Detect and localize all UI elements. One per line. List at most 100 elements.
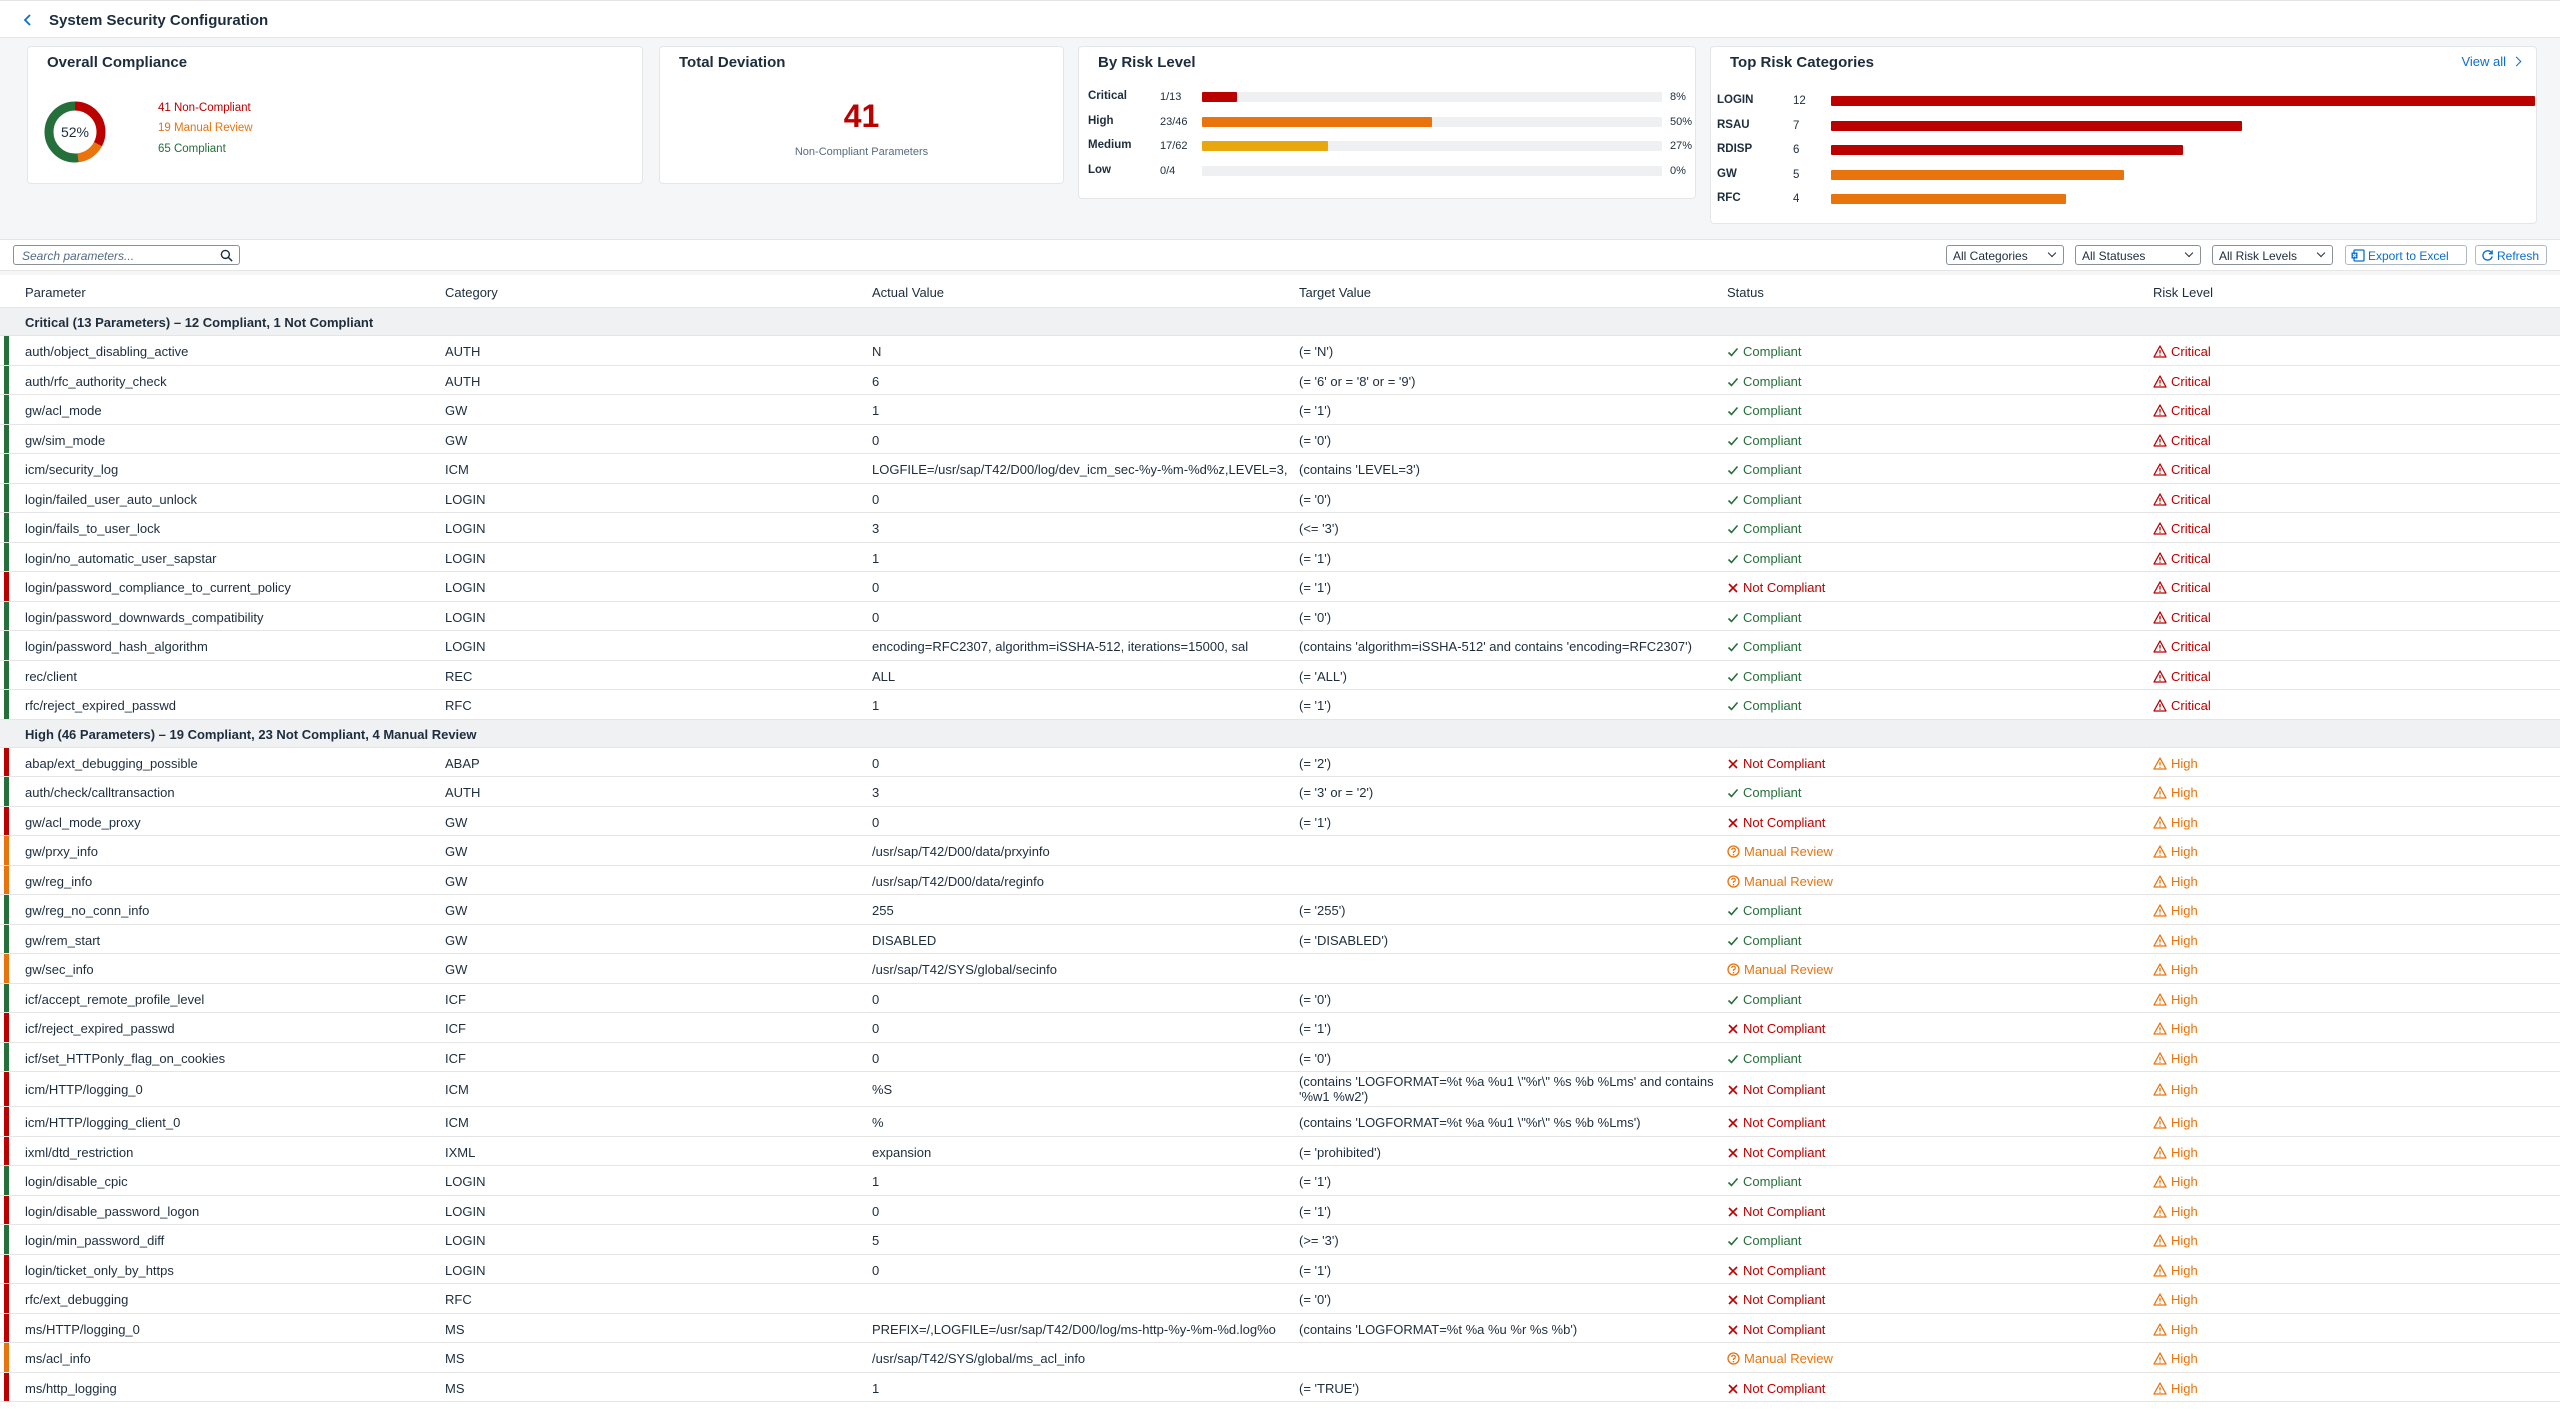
table-row[interactable]: icf/accept_remote_profile_level ICF 0 (= '0…	[0, 983, 2560, 1013]
actual-value: 0	[872, 991, 880, 1007]
table-row[interactable]: login/password_compliance_to_current_pol…	[0, 572, 2560, 602]
table-row[interactable]: ms/acl_info MS/usr/sap/T42/SYS/global/ms_…	[0, 1343, 2560, 1373]
parameter-name: login/password_compliance_to_current_pol…	[25, 580, 291, 595]
top-risk-categories-card: Top Risk Categories View all LOGIN 12 RSAU…	[1710, 46, 2537, 224]
group-header-high[interactable]: High (46 Parameters) – 19 Compliant, 23 …	[0, 719, 2560, 748]
checkmark-icon	[1727, 436, 1739, 446]
risk-cell: High	[2153, 1051, 2198, 1066]
refresh-button[interactable]: Refresh	[2475, 245, 2547, 265]
export-excel-button[interactable]: Export to Excel	[2345, 245, 2467, 265]
column-header-parameter[interactable]: Parameter	[25, 285, 86, 300]
status-indicator-bar	[4, 806, 9, 835]
search-icon[interactable]	[220, 249, 233, 262]
column-header-actual-value[interactable]: Actual Value	[872, 285, 945, 300]
category-bar	[1831, 96, 2535, 106]
category-row-login[interactable]: LOGIN 12	[1717, 94, 2537, 108]
column-header-category[interactable]: Category	[445, 285, 498, 300]
category-row-rsau[interactable]: RSAU 7	[1717, 119, 2537, 133]
table-row[interactable]: auth/check/calltransaction AUTH 3 (= '3' or…	[0, 777, 2560, 807]
table-row[interactable]: gw/acl_mode_proxy GW 0 (= '1') Not Compliant…	[0, 806, 2560, 836]
table-row[interactable]: rec/client REC ALL (= 'ALL') Compliant Critic…	[0, 660, 2560, 690]
deviation-value: 41	[843, 98, 880, 134]
table-row[interactable]: gw/sec_info GW/usr/sap/T42/SYS/global/sec…	[0, 954, 2560, 984]
checkmark-icon	[1727, 672, 1739, 682]
table-row[interactable]: auth/rfc_authority_check AUTH 6 (= '6' or =…	[0, 365, 2560, 395]
chevron-down-icon	[2047, 248, 2057, 258]
category-select[interactable]: All Categories	[1946, 245, 2064, 265]
risk-level-select[interactable]: All Risk Levels	[2212, 245, 2333, 265]
target-value: (= '1')	[1299, 1021, 1332, 1036]
parameter-category: LOGIN	[445, 1233, 486, 1248]
table-row[interactable]: gw/acl_mode GW 1 (= '1') Compliant Critical	[0, 395, 2560, 425]
table-row[interactable]: login/disable_password_logon LOGIN 0 (= '1'…	[0, 1195, 2560, 1225]
search-input[interactable]	[20, 248, 219, 264]
status-text: Compliant	[1743, 991, 1802, 1007]
parameter-category: MS	[445, 1321, 465, 1337]
group-header-critical[interactable]: Critical (13 Parameters) – 12 Compliant,…	[0, 308, 2560, 336]
risk-cell: High	[2153, 1082, 2198, 1097]
parameter-name: auth/object_disabling_active	[25, 344, 189, 359]
status-select[interactable]: All Statuses	[2075, 245, 2201, 265]
table-row[interactable]: login/password_downwards_compatibility LO…	[0, 601, 2560, 631]
table-row[interactable]: rfc/reject_expired_passwd RFC 1 (= '1') Comp…	[0, 690, 2560, 720]
risk-text: High	[2171, 1380, 2198, 1396]
checkmark-icon	[1727, 701, 1739, 711]
parameter-category: GW	[445, 844, 468, 859]
table-row[interactable]: login/ticket_only_by_https LOGIN 0 (= '1') N…	[0, 1254, 2560, 1284]
table-row[interactable]: icf/reject_expired_passwd ICF 0 (= '1') Not …	[0, 1013, 2560, 1043]
table-row[interactable]: login/disable_cpic LOGIN 1 (= '1') Compliant…	[0, 1166, 2560, 1196]
table-row[interactable]: gw/reg_no_conn_info GW 255 (= '255') Complia…	[0, 895, 2560, 925]
table-row[interactable]: login/fails_to_user_lock LOGIN 3 (<= '3') Co…	[0, 513, 2560, 543]
search-field[interactable]	[13, 245, 240, 265]
table-row[interactable]: ixml/dtd_restriction IXML expansion (= 'pro…	[0, 1136, 2560, 1166]
table-row[interactable]: gw/reg_info GW/usr/sap/T42/D00/data/regin…	[0, 865, 2560, 895]
risk-cell: Critical	[2153, 403, 2211, 418]
table-row[interactable]: icm/HTTP/logging_client_0 ICM% (contains '…	[0, 1107, 2560, 1137]
actual-value: LOGFILE=/usr/sap/T42/D00/log/dev_icm_sec…	[872, 462, 1288, 477]
column-header-risk-level[interactable]: Risk Level	[2153, 285, 2213, 300]
table-row[interactable]: gw/rem_start GW DISABLED (= 'DISABLED') Comp…	[0, 924, 2560, 954]
back-button[interactable]	[18, 10, 38, 30]
table-row[interactable]: ms/HTTP/logging_0 MS PREFIX=/,LOGFILE=/usr…	[0, 1313, 2560, 1343]
risk-text: High	[2171, 962, 2198, 977]
table-row[interactable]: gw/prxy_info GW/usr/sap/T42/D00/data/prxy…	[0, 836, 2560, 866]
target-value: (= '1')	[1299, 1262, 1332, 1278]
table-row[interactable]: icm/HTTP/logging_0 ICM %S (contains 'LOGFOR…	[0, 1072, 2560, 1107]
table-row[interactable]: icm/security_log ICM LOGFILE=/usr/sap/T42/…	[0, 454, 2560, 484]
target-value: (= '0')	[1299, 991, 1332, 1007]
parameter-name: ixml/dtd_restriction	[25, 1144, 134, 1160]
status-cell: Not Compliant	[1727, 1021, 1825, 1036]
column-header-target-value[interactable]: Target Value	[1299, 285, 1372, 300]
category-row-rfc[interactable]: RFC 4	[1717, 192, 2537, 206]
actual-value: 0	[872, 1050, 880, 1066]
table-row[interactable]: login/no_automatic_user_sapstar LOGIN 1 (= …	[0, 542, 2560, 572]
warning-triangle-icon	[2153, 992, 2167, 1006]
checkmark-icon	[1727, 995, 1739, 1005]
category-row-rdisp[interactable]: RDISP 6	[1717, 143, 2537, 157]
risk-percent: 50%	[1670, 115, 1693, 128]
target-value: (>= '3')	[1299, 1233, 1339, 1248]
category-bar-track	[1831, 169, 2535, 180]
cross-icon	[1728, 1265, 1738, 1276]
category-row-gw[interactable]: GW 5	[1717, 168, 2537, 182]
category-label: LOGIN	[1717, 94, 1754, 106]
table-row[interactable]: abap/ext_debugging_possible ABAP 0 (= '2') N…	[0, 747, 2560, 777]
table-row[interactable]: login/password_hash_algorithm LOGIN encodi…	[0, 631, 2560, 661]
table-row[interactable]: rfc/ext_debugging RFC (= '0') Not Compliant…	[0, 1284, 2560, 1314]
risk-text: Critical	[2171, 462, 2211, 477]
view-all-link[interactable]: View all	[2461, 54, 2522, 69]
risk-text: High	[2171, 903, 2198, 918]
risk-cell: High	[2153, 1322, 2198, 1337]
table-row[interactable]: login/min_password_diff LOGIN 5 (>= '3') Com…	[0, 1225, 2560, 1255]
table-row[interactable]: icf/set_HTTPonly_flag_on_cookies ICF 0 (= '…	[0, 1042, 2560, 1072]
risk-text: High	[2171, 932, 2198, 948]
status-text: Not Compliant	[1743, 755, 1826, 771]
parameter-name: gw/acl_mode	[25, 403, 102, 418]
table-row[interactable]: login/failed_user_auto_unlock LOGIN 0 (= '0…	[0, 483, 2560, 513]
table-row[interactable]: ms/http_logging MS 1 (= 'TRUE') Not Complian…	[0, 1372, 2560, 1402]
target-value: (= '1')	[1299, 698, 1332, 713]
status-cell: Compliant	[1727, 374, 1802, 389]
column-header-status[interactable]: Status	[1727, 285, 1764, 300]
table-row[interactable]: gw/sim_mode GW 0 (= '0') Compliant Critical	[0, 424, 2560, 454]
table-row[interactable]: auth/object_disabling_active AUTH N (= 'N')…	[0, 336, 2560, 366]
